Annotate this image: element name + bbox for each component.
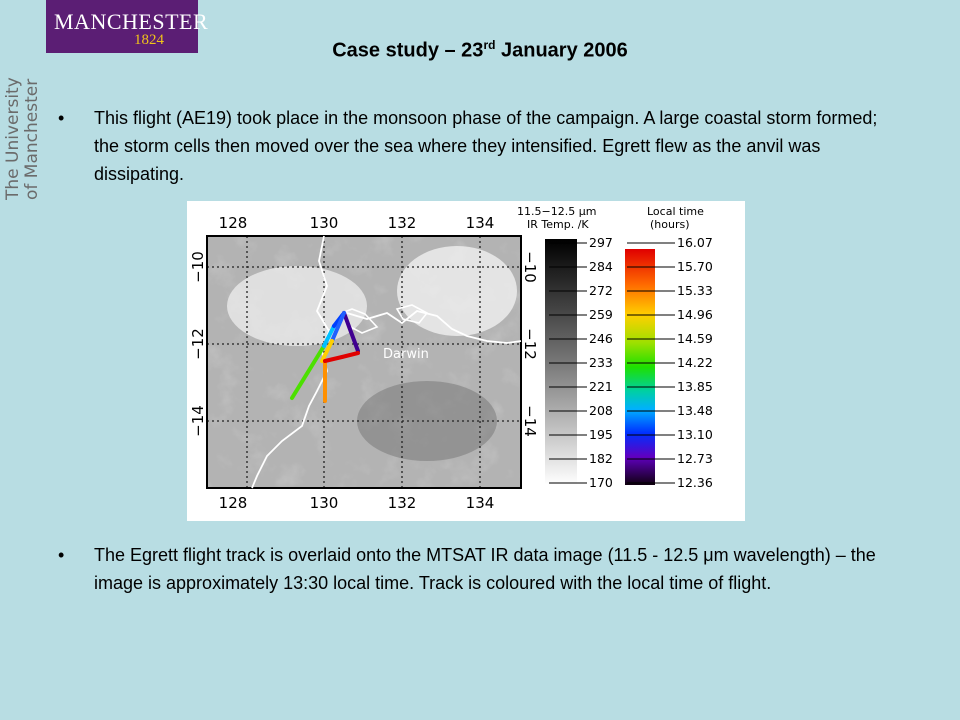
time-scale-label: 12.36 <box>677 475 713 490</box>
side-label-line1: The University <box>3 77 23 200</box>
lon-tick: 134 <box>466 214 495 232</box>
bullet-dot: • <box>58 108 65 128</box>
bullet-text-1: This flight (AE19) took place in the mon… <box>94 108 878 184</box>
time-scale-label: 15.33 <box>677 283 713 298</box>
time-colorbar <box>625 249 655 485</box>
university-logo: MANCHESTER 1824 <box>46 0 208 53</box>
university-side-label: The University of Manchester <box>3 77 42 200</box>
ir-scale-label: 233 <box>589 355 613 370</box>
time-scale-label: 14.59 <box>677 331 713 346</box>
ir-scale-header: 11.5−12.5 μm <box>517 205 596 218</box>
slide-title: Case study – 23rd January 2006 <box>0 38 960 63</box>
title-superscript: rd <box>483 38 496 52</box>
lon-tick: 130 <box>310 494 339 512</box>
time-scale-label: 16.07 <box>677 235 713 250</box>
ir-scale-label: 259 <box>589 307 613 322</box>
ir-scale-labels: 297 284 272 259 246 233 221 208 195 182 … <box>589 235 613 490</box>
lat-tick: −14 <box>521 405 539 437</box>
lat-axis-right: −10 −12 −14 <box>521 251 539 437</box>
bullet-item-2: • The Egrett flight track is overlaid on… <box>58 541 898 597</box>
time-scale-label: 14.22 <box>677 355 713 370</box>
title-rest: January 2006 <box>495 39 628 62</box>
title-main: Case study – 23 <box>332 39 484 62</box>
lon-axis-bottom: 128 130 132 134 <box>219 494 495 512</box>
lon-tick: 132 <box>388 214 417 232</box>
time-scale-label: 13.85 <box>677 379 713 394</box>
island-outline <box>395 304 429 324</box>
lat-tick: −14 <box>189 405 207 437</box>
ir-scale-subheader: IR Temp. /K <box>527 218 589 231</box>
lat-tick: −10 <box>189 251 207 283</box>
map-frame <box>206 235 522 489</box>
bullet-text-2: The Egrett flight track is overlaid onto… <box>94 545 876 593</box>
ir-scale-label: 182 <box>589 451 613 466</box>
ir-scale-label: 284 <box>589 259 613 274</box>
side-label-line2: of Manchester <box>22 78 42 200</box>
ir-scale-label: 195 <box>589 427 613 442</box>
lon-tick: 128 <box>219 214 248 232</box>
lon-tick: 134 <box>466 494 495 512</box>
satellite-figure-svg: Darwin 128 130 132 134 128 130 132 134 −… <box>189 205 713 512</box>
ir-scale-label: 221 <box>589 379 613 394</box>
satellite-figure: Darwin 128 130 132 134 128 130 132 134 −… <box>187 201 745 521</box>
ir-scale-label: 297 <box>589 235 613 250</box>
ir-scale-label: 246 <box>589 331 613 346</box>
lat-axis-left: −10 −12 −14 <box>189 251 207 437</box>
bullet-dot: • <box>58 545 65 565</box>
flight-track <box>290 311 360 403</box>
time-scale-label: 13.48 <box>677 403 713 418</box>
lon-tick: 128 <box>219 494 248 512</box>
time-scale-label: 13.10 <box>677 427 713 442</box>
lat-tick: −10 <box>521 251 539 283</box>
lon-tick: 132 <box>388 494 417 512</box>
time-scale-label: 12.73 <box>677 451 713 466</box>
time-scale-header: Local time <box>647 205 704 218</box>
logo-wordmark: MANCHESTER <box>54 9 209 34</box>
time-scale-subheader: (hours) <box>650 218 690 231</box>
ir-colorbar <box>545 239 577 485</box>
lon-tick: 130 <box>310 214 339 232</box>
ir-scale-label: 170 <box>589 475 613 490</box>
time-scale-labels: 16.07 15.70 15.33 14.96 14.59 14.22 13.8… <box>677 235 713 490</box>
lat-tick: −12 <box>521 328 539 360</box>
place-label-darwin: Darwin <box>383 347 429 362</box>
ir-scale-label: 208 <box>589 403 613 418</box>
time-scale-label: 15.70 <box>677 259 713 274</box>
logo-year: 1824 <box>134 32 164 48</box>
lat-tick: −12 <box>189 328 207 360</box>
ir-scale-ticks <box>549 242 587 484</box>
coastline <box>251 235 330 489</box>
bullet-item-1: • This flight (AE19) took place in the m… <box>58 104 898 188</box>
lon-axis-top: 128 130 132 134 <box>219 214 495 232</box>
ir-scale-label: 272 <box>589 283 613 298</box>
cloud-bright-patch <box>227 266 367 346</box>
time-scale-label: 14.96 <box>677 307 713 322</box>
time-scale-ticks <box>627 242 675 484</box>
